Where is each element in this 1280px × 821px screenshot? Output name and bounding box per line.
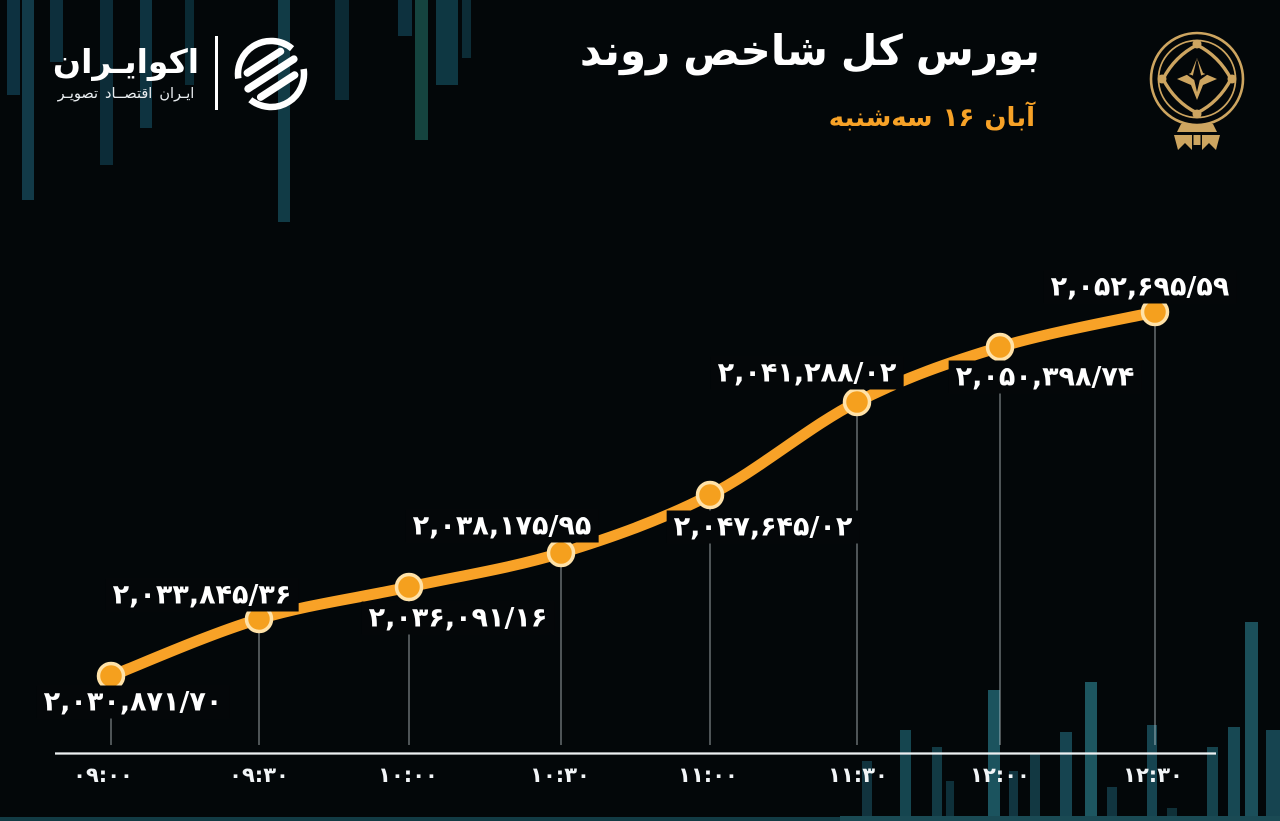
x-tick-1100: ۱۱:۰۰: [678, 763, 738, 787]
marker-1100: [695, 480, 725, 510]
bg-bar-bottom: [900, 730, 911, 821]
bg-bar-bottom: [1228, 727, 1240, 821]
bg-bar-bottom: [1107, 787, 1117, 821]
x-tick-1230: ۱۲:۳۰: [1123, 763, 1183, 787]
x-tick-1030: ۱۰:۳۰: [530, 763, 590, 787]
bottom-strip-bright: [840, 816, 1280, 821]
marker-1000: [394, 572, 424, 602]
bg-bar-bottom: [946, 781, 954, 821]
bg-bar-bottom: [1147, 725, 1157, 821]
bg-bar-bottom: [1207, 747, 1218, 821]
value-label-1200: ۲,۰۵۰,۳۹۸/۷۴: [948, 360, 1142, 394]
bg-bar-top: [462, 0, 471, 58]
bg-bar-bottom: [1009, 771, 1018, 821]
bg-bar-top: [436, 0, 458, 85]
data-point-markers: [96, 297, 1170, 691]
bg-bar-bottom: [1167, 808, 1177, 821]
brand-tagline-word: اقتصــاد: [105, 86, 153, 102]
x-tick-1000: ۱۰:۰۰: [378, 763, 438, 787]
title-word: کل: [840, 26, 903, 75]
date-word: ۱۶: [942, 103, 975, 133]
bg-bar-top: [415, 0, 428, 140]
bg-bar-bottom: [1085, 682, 1097, 821]
value-label-1230: ۲,۰۵۲,۶۹۵/۵۹: [1043, 270, 1237, 304]
title-word: شاخص: [683, 26, 828, 75]
date-word: آبان: [984, 103, 1035, 133]
bg-bar-top: [140, 0, 152, 128]
marker-1200: [985, 332, 1015, 362]
x-tick-0900: ۰۹:۰۰: [73, 763, 133, 787]
value-label-1030: ۲,۰۳۸,۱۷۵/۹۵: [405, 509, 599, 543]
bourse-emblem-icon: [1149, 31, 1245, 150]
value-label-1130: ۲,۰۴۱,۲۸۸/۰۲: [710, 356, 904, 390]
bg-bar-top: [7, 0, 20, 95]
value-label-0900: ۲,۰۳۰,۸۷۱/۷۰: [36, 685, 230, 719]
brand-tagline-word: تصویـر: [57, 86, 99, 102]
brand-name: اکوایـران: [52, 42, 200, 81]
x-tick-1200: ۱۲:۰۰: [970, 763, 1030, 787]
bg-bar-bottom: [1266, 730, 1280, 821]
title-word: روند: [579, 26, 671, 75]
brand-tagline: تصویـر اقتصــاد ایـران: [34, 86, 218, 102]
bg-bar-top: [398, 0, 412, 36]
date-label: سه‌شنبه ۱۶ آبان: [690, 103, 1035, 133]
brand-separator: [215, 36, 218, 110]
bg-bar-top: [335, 0, 349, 100]
brand-tagline-word: ایـران: [159, 86, 195, 102]
x-tick-1130: ۱۱:۳۰: [828, 763, 888, 787]
bg-bar-bottom: [1245, 622, 1258, 821]
x-tick-0930: ۰۹:۳۰: [229, 763, 289, 787]
date-word: سه‌شنبه: [828, 103, 933, 133]
bg-bar-top: [100, 0, 113, 165]
value-label-1000: ۲,۰۳۶,۰۹۱/۱۶: [361, 601, 555, 635]
value-label-0930: ۲,۰۳۳,۸۴۵/۳۶: [105, 578, 299, 612]
ecoiran-logo-icon: [234, 37, 308, 111]
page-title: روند شاخص کل بورس: [580, 26, 1040, 75]
marker-1130: [842, 387, 872, 417]
bg-bar-bottom: [1030, 753, 1040, 821]
marker-1030: [546, 538, 576, 568]
bottom-strip: [0, 817, 1280, 821]
bg-bar-top: [22, 0, 34, 200]
bg-bar-bottom: [862, 761, 872, 821]
bg-bar-top: [50, 0, 63, 62]
bg-bar-bottom: [988, 690, 1000, 821]
bg-bar-bottom: [932, 747, 942, 821]
title-word: بورس: [915, 26, 1041, 75]
bg-bar-top: [185, 0, 194, 85]
trend-line: [105, 306, 1161, 682]
value-label-1100: ۲,۰۴۷,۶۴۵/۰۲: [666, 510, 860, 544]
